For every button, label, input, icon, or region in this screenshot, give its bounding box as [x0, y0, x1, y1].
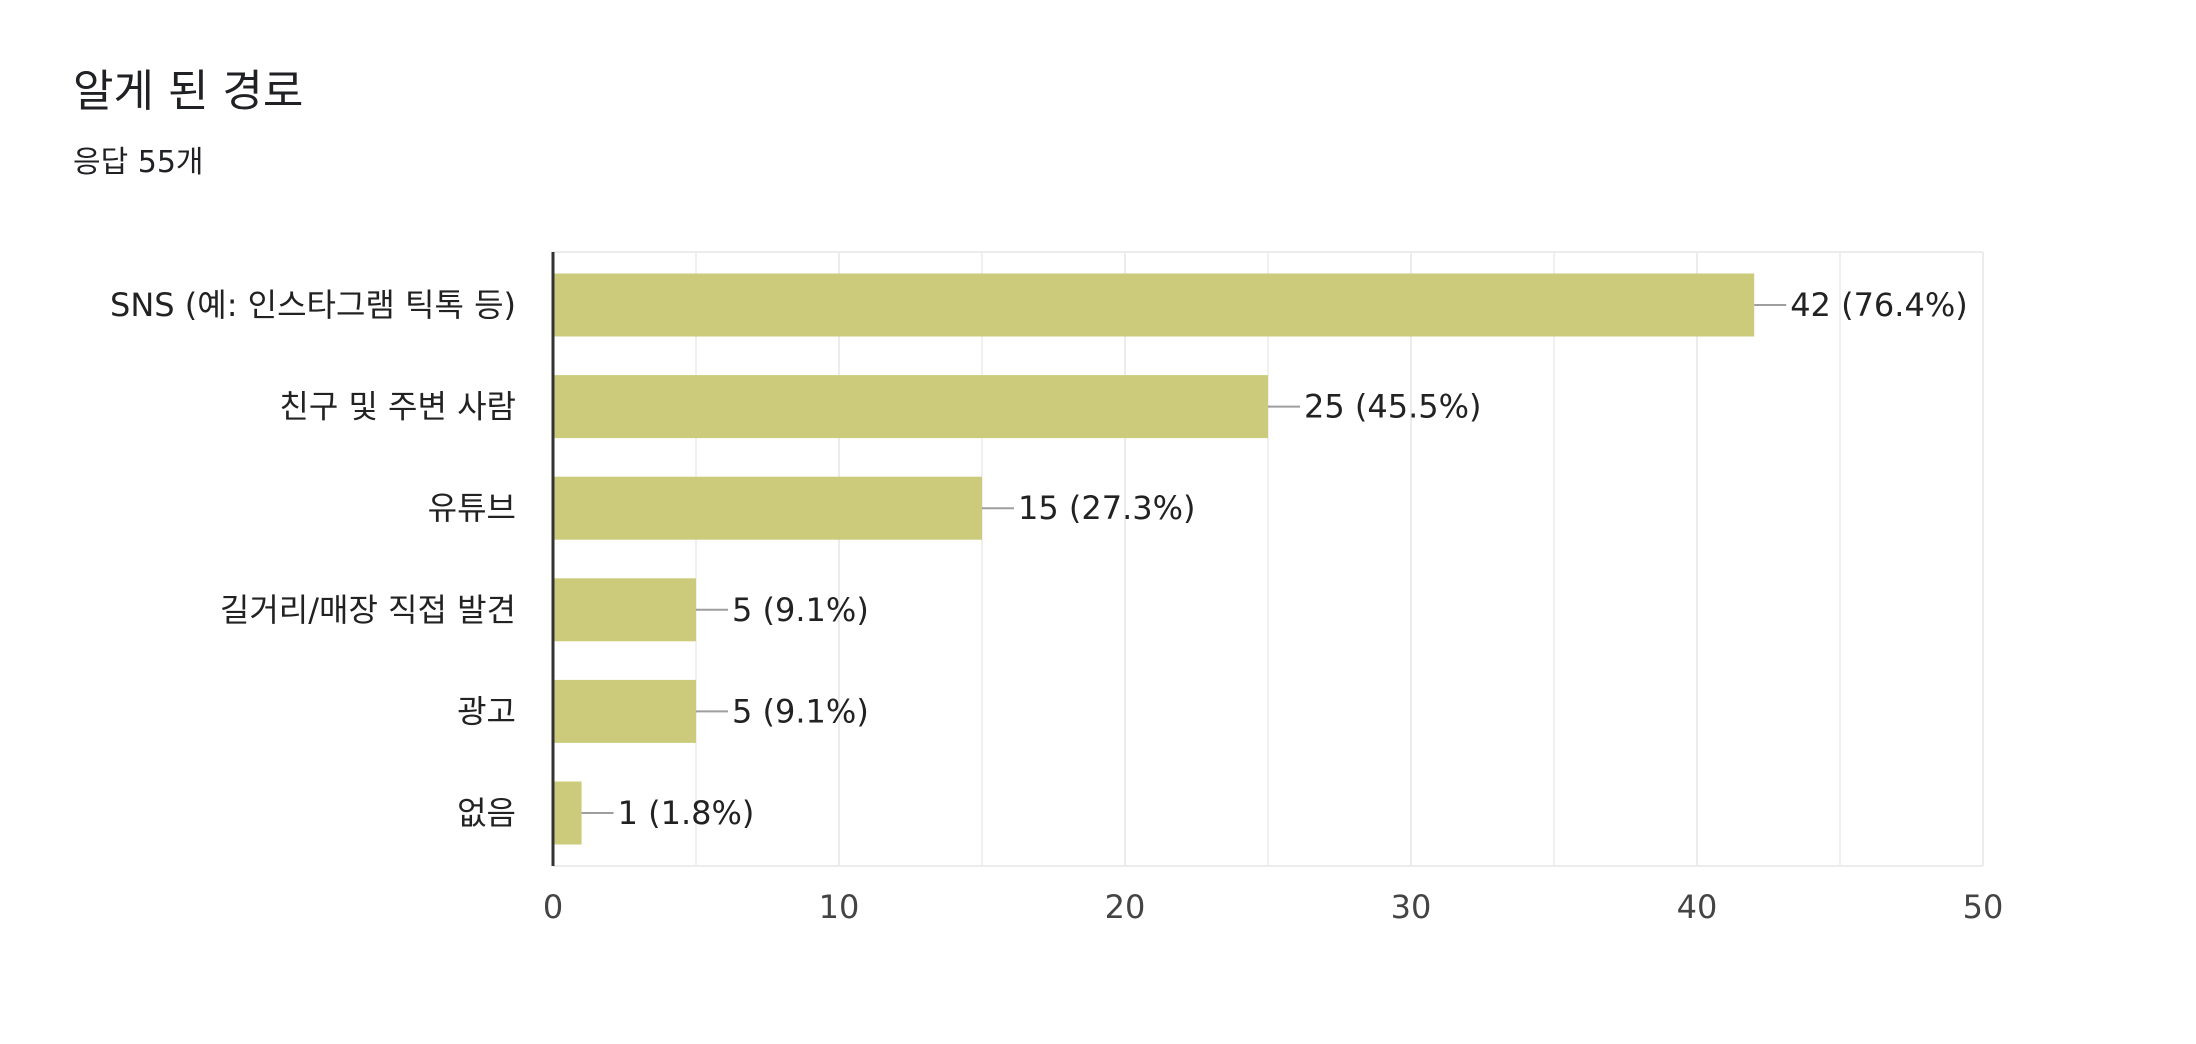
- category-label: 친구 및 주변 사람: [279, 388, 516, 426]
- x-tick-label: 30: [1391, 888, 1432, 926]
- data-label: 1 (1.8%): [618, 794, 755, 832]
- x-tick-label: 10: [819, 888, 860, 926]
- category-label: SNS (예: 인스타그램 틱톡 등): [110, 286, 516, 324]
- chart-header: 알게 된 경로 응답 55개: [73, 66, 303, 181]
- bar: [553, 578, 696, 642]
- labels: 42 (76.4%) SNS (예: 인스타그램 틱톡 등) 25 (45.5%) 친…: [110, 286, 2003, 926]
- category-label: 광고: [457, 692, 516, 730]
- response-count: 응답 55개: [73, 144, 204, 180]
- bar: [553, 679, 696, 743]
- data-label: 15 (27.3%): [1018, 489, 1196, 527]
- bar: [553, 375, 1268, 439]
- chart-title: 알게 된 경로: [73, 66, 304, 117]
- category-label: 길거리/매장 직접 발견: [220, 591, 516, 629]
- data-label: 25 (45.5%): [1304, 388, 1482, 426]
- data-label: 5 (9.1%): [732, 692, 869, 730]
- x-tick-label: 20: [1105, 888, 1146, 926]
- data-label: 5 (9.1%): [732, 591, 869, 629]
- bars: [553, 273, 1787, 845]
- bar: [553, 781, 582, 845]
- category-label: 유튜브: [428, 489, 516, 527]
- x-tick-label: 40: [1677, 888, 1718, 926]
- bar: [553, 273, 1755, 337]
- x-tick-label: 0: [543, 888, 563, 926]
- category-label: 없음: [457, 794, 516, 832]
- grid-lines: [553, 251, 1984, 867]
- bar: [553, 476, 982, 540]
- x-tick-label: 50: [1963, 888, 2004, 926]
- data-label: 42 (76.4%): [1790, 286, 1968, 324]
